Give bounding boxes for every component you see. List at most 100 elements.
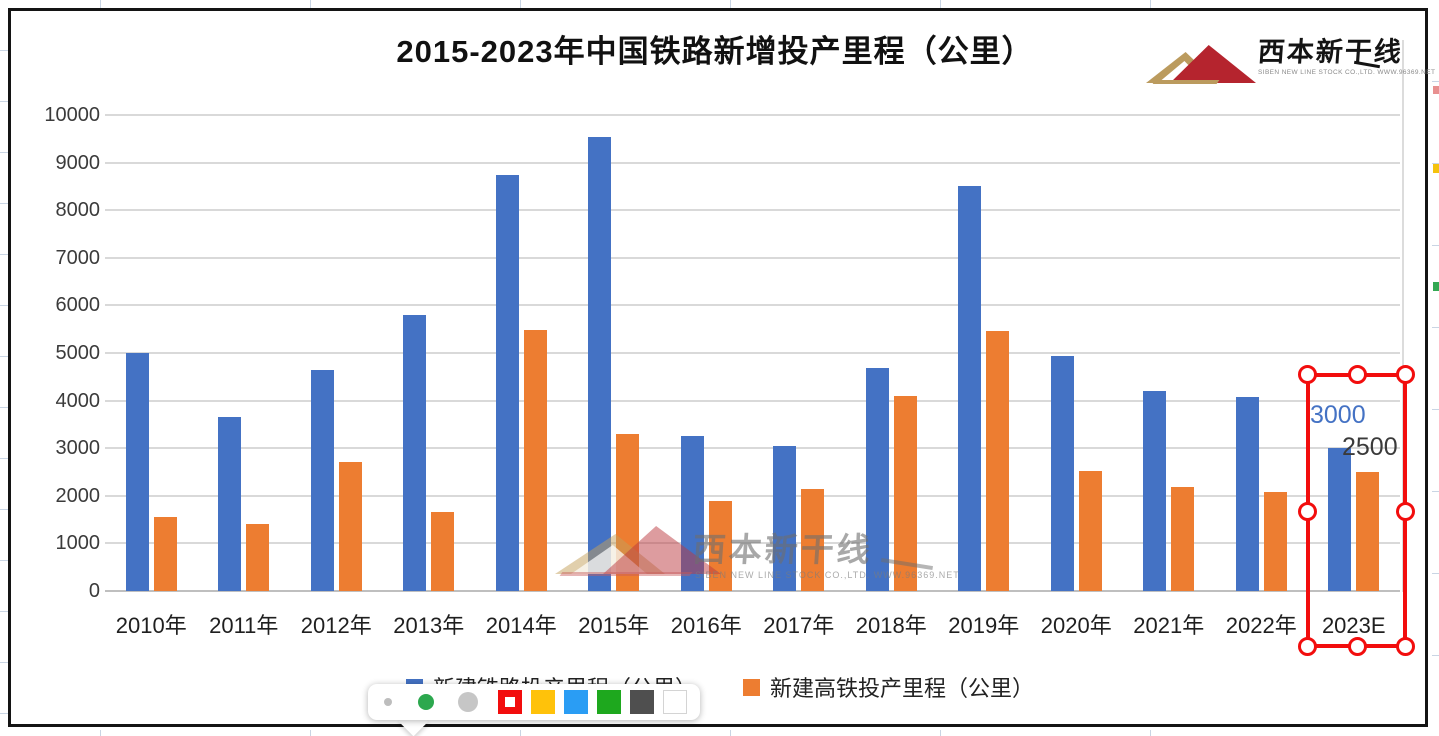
x-tick-label: 2021年 <box>1133 613 1205 638</box>
x-tick-label: 2015年 <box>578 613 650 638</box>
bar-2014年-rail[interactable] <box>495 174 519 591</box>
x-axis-line <box>105 590 1400 592</box>
y-tick-label: 4000 <box>55 389 101 412</box>
chart-object-frame[interactable] <box>8 8 1428 727</box>
bar-2018年-rail[interactable] <box>865 368 889 591</box>
bar-2013年-rail[interactable] <box>403 314 427 591</box>
selection-handle[interactable] <box>1396 637 1415 656</box>
spreadsheet-gridlines-bottom <box>0 730 1439 736</box>
bar-2012年-hsr[interactable] <box>338 462 362 591</box>
spreadsheet-gridlines-left <box>0 0 9 736</box>
x-tick-label: 2020年 <box>1040 613 1112 638</box>
gridline <box>105 256 1400 259</box>
x-tick-label: 2017年 <box>763 613 835 638</box>
x-tick-label: 2016年 <box>670 613 742 638</box>
bar-2016年-hsr[interactable] <box>708 500 732 591</box>
bar-2011年-rail[interactable] <box>218 417 242 591</box>
x-tick-label: 2012年 <box>300 613 372 638</box>
toolbar-size-large-icon[interactable] <box>458 692 478 712</box>
annotation-toolbar <box>368 684 700 720</box>
data-label-2023e-hsr: 2500 <box>1342 433 1398 461</box>
legend-item[interactable]: 新建高铁投产里程（公里） <box>743 671 1034 703</box>
data-label-2023e-rail: 3000 <box>1310 401 1366 429</box>
y-tick-label: 10000 <box>44 104 100 126</box>
cell-fleck <box>1433 282 1439 291</box>
bar-2010年-hsr[interactable] <box>153 517 177 591</box>
y-tick-label: 1000 <box>55 532 101 555</box>
bar-2014年-hsr[interactable] <box>523 330 547 591</box>
bar-2019年-rail[interactable] <box>958 186 982 591</box>
bar-2021年-hsr[interactable] <box>1171 487 1195 591</box>
logo-swoosh <box>1152 80 1220 84</box>
bar-2021年-rail[interactable] <box>1143 391 1167 591</box>
color-swatch-yellow[interactable] <box>531 690 555 714</box>
x-tick-label: 2023E <box>1321 613 1386 638</box>
gridline <box>105 304 1400 307</box>
selection-handle[interactable] <box>1396 365 1415 384</box>
x-tick-label: 2011年 <box>209 613 279 638</box>
gridline <box>105 161 1400 164</box>
bar-2016年-rail[interactable] <box>680 436 704 591</box>
bar-2019年-hsr[interactable] <box>986 330 1010 591</box>
y-tick-label: 0 <box>88 580 100 602</box>
bar-2013年-hsr[interactable] <box>431 512 455 591</box>
gridline <box>105 352 1400 354</box>
cell-fleck <box>1433 86 1439 94</box>
x-tick-label: 2013年 <box>393 613 465 638</box>
chart-title: 2015-2023年中国铁路新增投产里程（公里） <box>396 34 1034 69</box>
selection-handle[interactable] <box>1298 501 1317 521</box>
x-tick-label: 2014年 <box>485 613 557 638</box>
bar-2015年-hsr[interactable] <box>616 433 640 591</box>
bar-2020年-rail[interactable] <box>1050 356 1074 591</box>
selection-rectangle[interactable] <box>1298 365 1415 656</box>
gridline <box>105 542 1400 545</box>
toolbar-size-small-icon[interactable] <box>384 698 392 706</box>
toolbar-size-medium-active-icon[interactable] <box>418 694 434 710</box>
selection-handle[interactable] <box>1298 637 1317 656</box>
plot-area-right-border <box>1402 40 1404 592</box>
y-tick-label: 6000 <box>55 294 101 317</box>
y-tick-label: 7000 <box>55 246 101 269</box>
brand-logo: 西本新干线 SIBEN NEW LINE STOCK CO.,LTD. WWW.… <box>1140 22 1435 96</box>
x-tick-label: 2019年 <box>948 613 1020 638</box>
selection-handle[interactable] <box>1298 365 1317 384</box>
x-tick-label: 2022年 <box>1225 613 1297 638</box>
spreadsheet-gridlines-right <box>1432 0 1439 736</box>
spreadsheet-gridlines-top <box>0 0 1439 8</box>
selection-handle[interactable] <box>1396 501 1415 521</box>
gridline <box>105 399 1400 402</box>
bar-2010年-rail[interactable] <box>125 353 149 591</box>
legend-marker-icon <box>743 678 760 696</box>
bar-2022年-hsr[interactable] <box>1263 491 1287 591</box>
bar-2023E-rail[interactable] <box>1328 448 1352 591</box>
selection-handle[interactable] <box>1347 637 1367 656</box>
chart-legend: 新建铁路投产里程（公里）新建高铁投产里程（公里） <box>10 671 1430 703</box>
bar-2017年-rail[interactable] <box>773 446 797 591</box>
bar-2020年-hsr[interactable] <box>1078 471 1102 591</box>
color-swatch-blue[interactable] <box>564 690 588 714</box>
bar-2022年-rail[interactable] <box>1235 396 1259 591</box>
gridline <box>105 494 1400 497</box>
legend-label: 新建高铁投产里程（公里） <box>770 676 1035 701</box>
color-swatch-red[interactable] <box>498 690 522 714</box>
bar-2017年-hsr[interactable] <box>801 488 825 591</box>
x-tick-label: 2010年 <box>115 613 187 638</box>
gridline <box>105 447 1400 450</box>
bar-2015年-rail[interactable] <box>588 137 612 591</box>
bar-2012年-rail[interactable] <box>310 369 334 591</box>
bar-2011年-hsr[interactable] <box>246 524 270 591</box>
y-tick-label: 5000 <box>55 342 101 364</box>
logo-name: 西本新干线 <box>1256 37 1404 67</box>
bar-2023E-hsr[interactable] <box>1356 472 1380 591</box>
color-swatch-dark-gray[interactable] <box>630 690 654 714</box>
y-tick-label: 3000 <box>55 437 101 460</box>
color-swatch-green[interactable] <box>597 690 621 714</box>
x-tick-label: 2018年 <box>855 613 927 638</box>
bar-2018年-hsr[interactable] <box>893 395 917 591</box>
logo-caption: SIBEN NEW LINE STOCK CO.,LTD. WWW.96369.… <box>1258 69 1436 76</box>
y-tick-label: 9000 <box>55 151 101 174</box>
color-swatch-white[interactable] <box>663 690 687 714</box>
y-tick-label: 2000 <box>55 484 101 507</box>
selection-handle[interactable] <box>1347 365 1367 384</box>
